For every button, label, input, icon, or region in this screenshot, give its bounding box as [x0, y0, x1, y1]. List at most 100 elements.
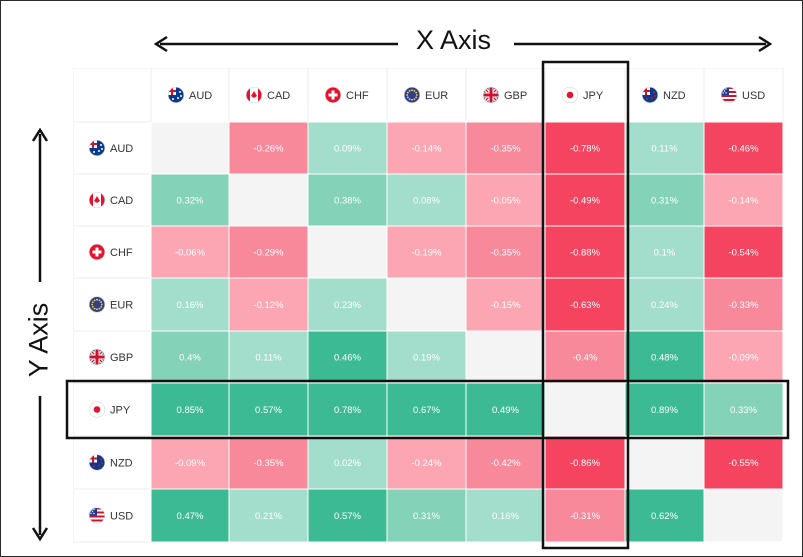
heatmap-cell-eur-nzd [624, 277, 705, 332]
row-header-nzd: NZD [73, 435, 152, 490]
cell-value-label: 0.02% [334, 458, 361, 469]
row-header-jpy: JPY [73, 382, 152, 437]
flag-canada-icon [245, 86, 263, 104]
heatmap-cell-aud-jpy [544, 121, 626, 175]
cell-value-label: 0.48% [651, 353, 678, 364]
heatmap-cell-cad-gbp [465, 173, 546, 227]
heatmap-cell-usd-usd [703, 488, 784, 543]
cell-value-label: -0.46% [728, 144, 759, 155]
cell-value-label: -0.31% [570, 511, 601, 522]
heatmap-cell-nzd-chf [307, 435, 388, 490]
cell-value-label: -0.15% [490, 300, 521, 311]
cell-value-label: -0.49% [570, 196, 601, 207]
cell-value-label: 0.11% [255, 353, 282, 364]
row-header-cad: CAD [73, 173, 152, 227]
cell-value-label: -0.09% [175, 458, 206, 469]
cell-value-label: 0.31% [413, 511, 440, 522]
cell-value-label: 0.1% [654, 248, 676, 259]
heatmap-cell-jpy-cad [228, 382, 309, 437]
cell-value-label: 0.08% [413, 196, 440, 207]
heatmap-cell-eur-cad [228, 277, 309, 332]
cell-value-label: 0.09% [334, 144, 361, 155]
cell-value-label: 0.38% [334, 196, 361, 207]
heatmap-cell-chf-jpy [544, 225, 626, 279]
row-label-chf: CHF [110, 247, 133, 259]
heatmap-cell-gbp-chf [307, 330, 388, 384]
flag-united-states-icon [720, 86, 738, 104]
heatmap-cell-cad-jpy [544, 173, 626, 227]
heatmap-cell-usd-gbp [465, 488, 546, 543]
heatmap-cell-gbp-usd [703, 330, 784, 384]
y-axis-arrowhead-bottom [31, 527, 49, 542]
row-header-aud: AUD [73, 121, 152, 175]
cell-value-label: -0.26% [253, 144, 284, 155]
heatmap-cell-gbp-eur [386, 330, 467, 384]
cell-value-label: 0.32% [177, 196, 204, 207]
cell-value-label: -0.33% [728, 300, 759, 311]
flag-european-union-icon [88, 296, 106, 313]
cell-value-label: 0.31% [651, 196, 678, 207]
heatmap-cell-gbp-cad [228, 330, 309, 384]
column-label-nzd: NZD [663, 90, 686, 102]
row-header-gbp: GBP [73, 330, 152, 384]
heatmap-cell-nzd-cad [228, 435, 309, 490]
heatmap-cell-aud-cad [228, 121, 309, 175]
column-header-aud: AUD [150, 68, 230, 123]
cell-value-label: -0.42% [490, 458, 521, 469]
heatmap-cell-nzd-nzd [624, 435, 705, 490]
cell-value-label: -0.12% [253, 300, 284, 311]
flag-switzerland-icon [324, 86, 342, 104]
cell-value-label: 0.78% [334, 405, 361, 416]
row-header-usd: USD [73, 488, 152, 543]
row-label-usd: USD [110, 511, 133, 523]
jpy-column-highlight [541, 60, 630, 550]
column-label-gbp: GBP [504, 90, 527, 102]
cell-value-label: -0.55% [728, 458, 759, 469]
cell-value-label: 0.89% [651, 405, 678, 416]
cell-value-label: 0.21% [255, 511, 282, 522]
cell-value-label: 0.16% [492, 511, 519, 522]
heatmap-cell-aud-aud [150, 121, 230, 175]
cell-value-label: 0.47% [177, 511, 204, 522]
cell-value-label: -0.63% [570, 300, 601, 311]
flag-united-states-icon [88, 507, 106, 524]
column-label-usd: USD [742, 90, 765, 102]
cell-value-label: -0.4% [573, 353, 598, 364]
cell-value-label: -0.54% [728, 248, 759, 259]
y-axis-title: Y Axis [24, 294, 54, 386]
cell-value-label: -0.06% [175, 248, 206, 259]
x-axis-arrowhead-right [758, 35, 773, 53]
flag-united-kingdom-icon [482, 86, 500, 104]
row-label-cad: CAD [110, 195, 133, 207]
cell-value-label: 0.4% [179, 353, 201, 364]
flag-canada-icon [88, 191, 106, 209]
heatmap-cell-usd-nzd [624, 488, 705, 543]
flag-european-union-icon [403, 86, 421, 104]
cell-value-label: 0.33% [730, 405, 757, 416]
x-axis-title: X Axis [406, 27, 502, 54]
column-header-cad: CAD [228, 68, 309, 123]
heatmap-cell-gbp-aud [150, 330, 230, 384]
cell-value-label: 0.11% [651, 144, 678, 155]
cell-value-label: 0.24% [651, 300, 678, 311]
column-label-aud: AUD [189, 90, 212, 102]
flag-japan-icon [561, 86, 579, 104]
cell-value-label: 0.67% [413, 405, 440, 416]
y-axis-arrowhead-top [31, 127, 49, 142]
column-header-usd: USD [703, 68, 784, 123]
column-label-cad: CAD [267, 90, 290, 102]
row-header-chf: CHF [73, 225, 152, 279]
cell-value-label: -0.86% [570, 458, 601, 469]
heatmap-cell-chf-aud [150, 225, 230, 279]
column-label-jpy: JPY [583, 90, 604, 102]
cell-value-label: -0.88% [570, 248, 601, 259]
cell-value-label: 0.49% [492, 405, 519, 416]
heatmap-cell-aud-nzd [624, 121, 705, 175]
heatmap-cell-nzd-usd [703, 435, 784, 490]
cell-value-label: -0.14% [728, 196, 759, 207]
cell-value-label: 0.46% [334, 353, 361, 364]
flag-switzerland-icon [88, 243, 106, 261]
cell-value-label: -0.29% [253, 248, 284, 259]
cell-value-label: 0.19% [413, 353, 440, 364]
heatmap-cell-jpy-nzd [624, 382, 705, 437]
